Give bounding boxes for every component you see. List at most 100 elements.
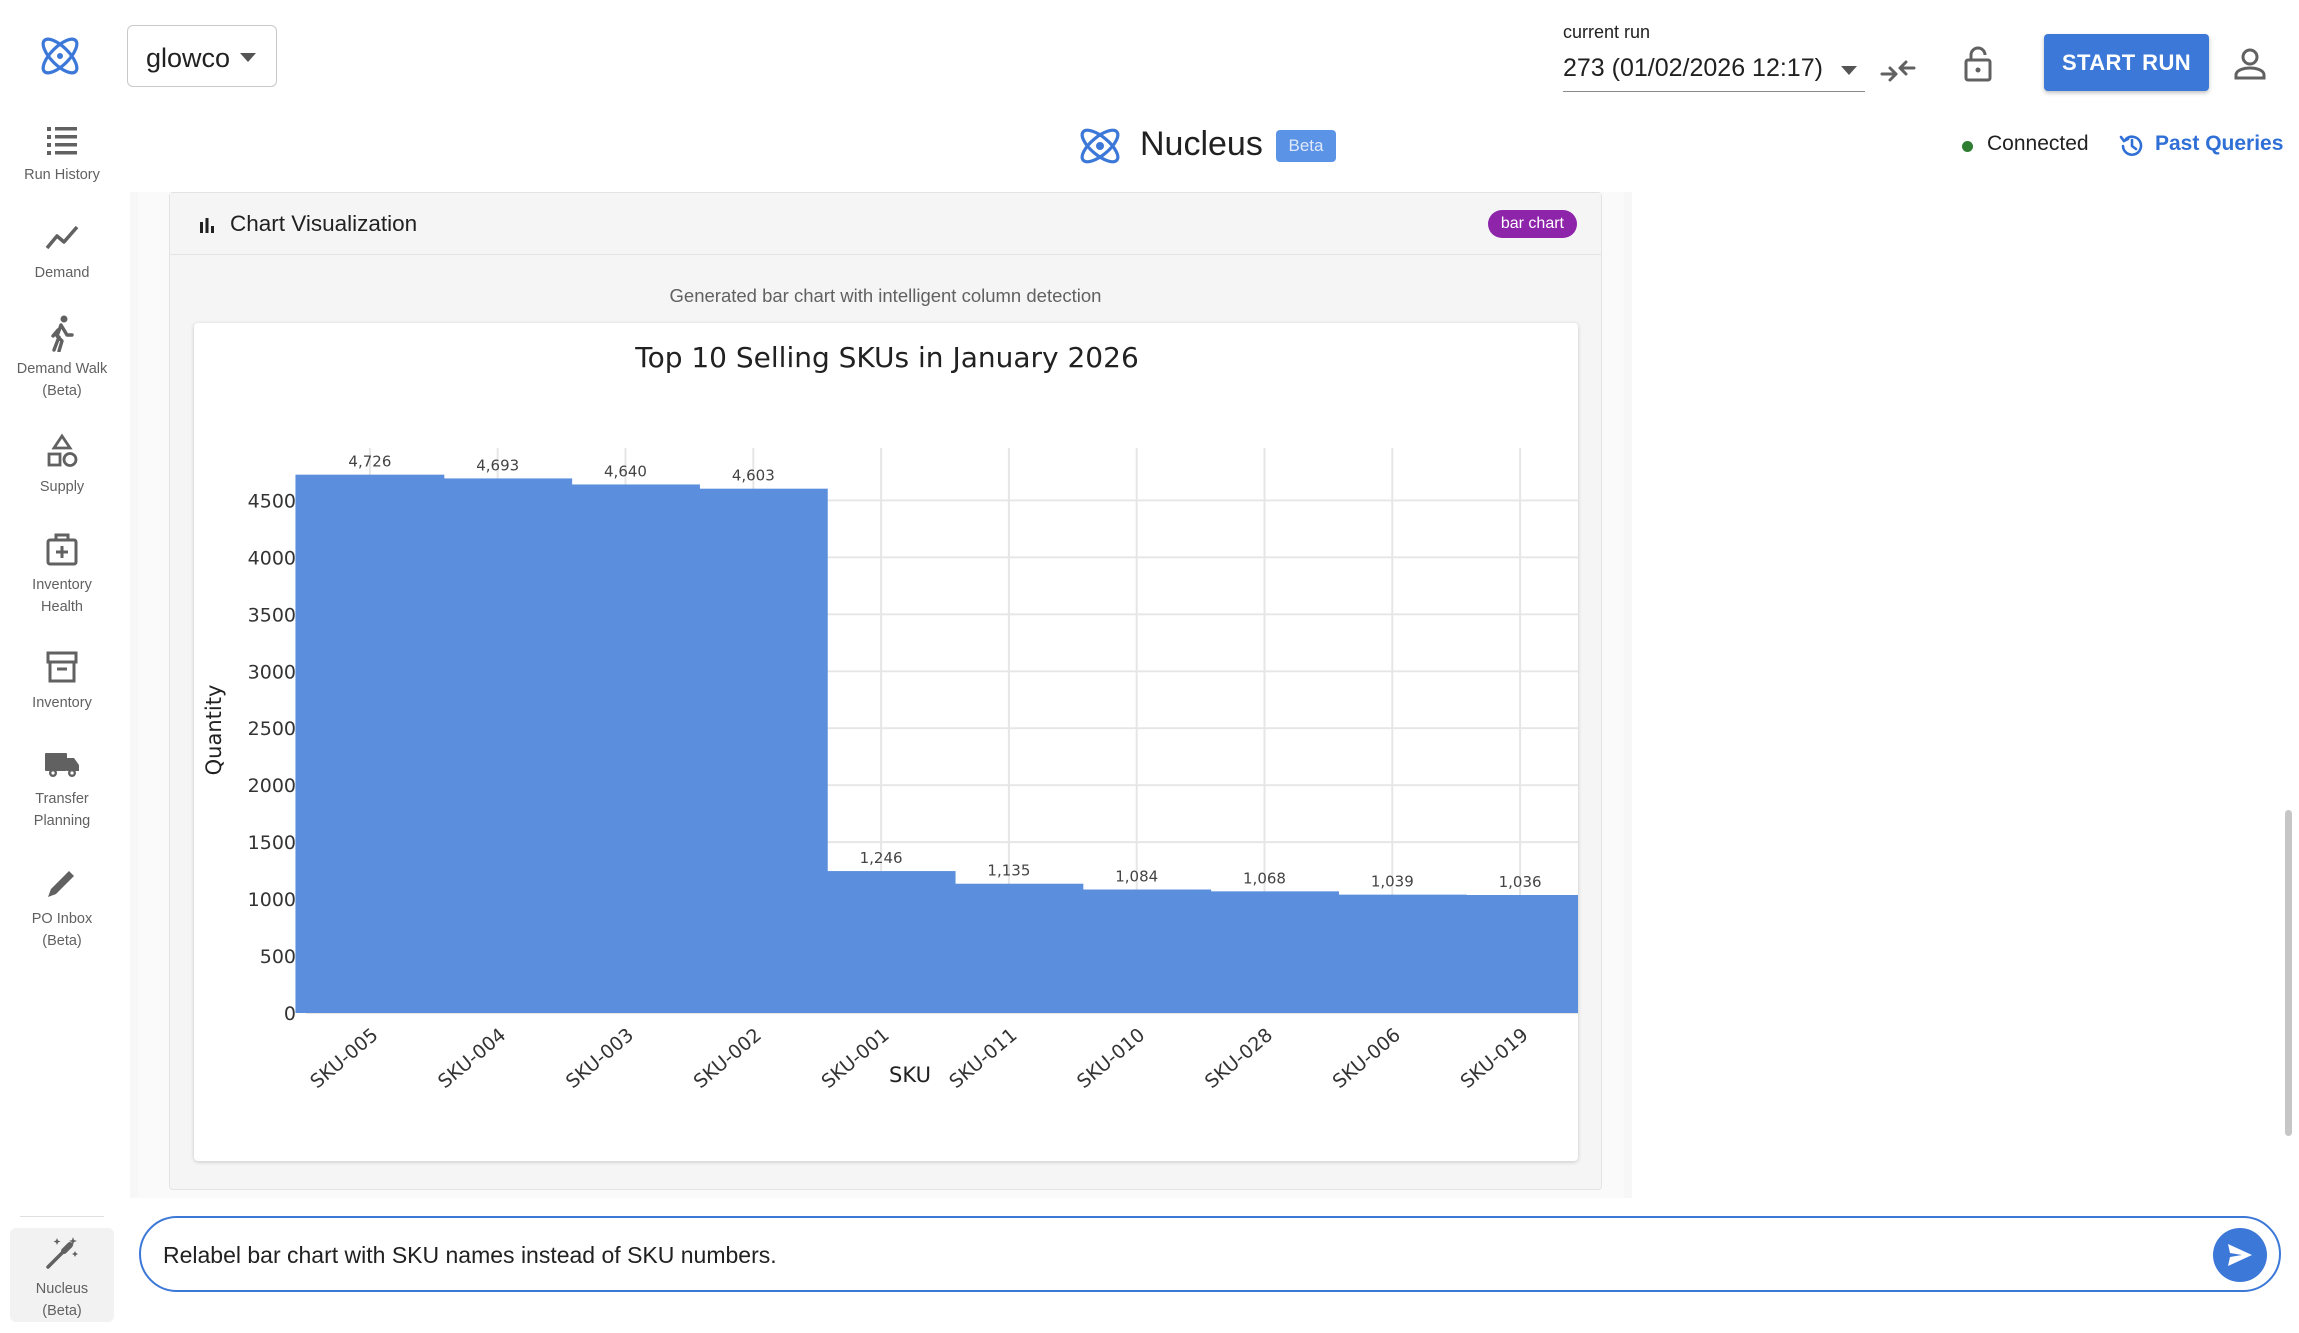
sidebar-item-inventory-health[interactable]: Inventory Health bbox=[0, 530, 124, 618]
chart-visualization-card: Chart Visualization bar chart Generated … bbox=[169, 192, 1602, 1190]
sidebar-item-label: Demand bbox=[34, 265, 90, 281]
sidebar-item-demand[interactable]: Demand bbox=[0, 218, 124, 284]
atom-logo-icon[interactable] bbox=[34, 30, 86, 82]
walking-person-icon bbox=[51, 315, 74, 352]
y-tick-label: 4500 bbox=[248, 490, 296, 512]
card-header: Chart Visualization bar chart bbox=[170, 193, 1601, 255]
sidebar-item-supply[interactable]: Supply bbox=[0, 432, 124, 498]
past-queries-label: Past Queries bbox=[2155, 132, 2284, 155]
bar-value-label: 4,603 bbox=[732, 467, 775, 485]
chart-type-badge: bar chart bbox=[1487, 210, 1577, 238]
sidebar-item-transfer-planning[interactable]: Transfer Planning bbox=[0, 744, 124, 832]
bar-sku-004[interactable] bbox=[423, 478, 573, 1013]
brand-name: Nucleus bbox=[1140, 125, 1263, 163]
card-title: Chart Visualization bbox=[230, 211, 418, 236]
beta-badge: Beta bbox=[1276, 130, 1336, 162]
shapes-icon bbox=[47, 433, 78, 467]
x-tick-label: SKU-005 bbox=[306, 1024, 382, 1093]
y-tick-label: 0 bbox=[284, 1003, 296, 1025]
x-tick-label: SKU-010 bbox=[1073, 1024, 1149, 1093]
bar-chart: Top 10 Selling SKUs in January 2026 SKU … bbox=[202, 341, 1578, 1093]
x-tick-label: SKU-028 bbox=[1201, 1024, 1277, 1093]
bar-value-label: 1,036 bbox=[1499, 873, 1542, 891]
y-tick-label: 500 bbox=[260, 946, 296, 968]
y-tick-label: 1500 bbox=[248, 832, 296, 854]
magic-wand-icon bbox=[46, 1237, 78, 1269]
y-tick-label: 1000 bbox=[248, 889, 296, 911]
bar-value-label: 1,246 bbox=[860, 849, 903, 867]
y-tick-label: 3500 bbox=[248, 604, 296, 626]
sidebar-active-highlight bbox=[10, 1228, 114, 1322]
card-subtitle: Generated bar chart with intelligent col… bbox=[669, 285, 1102, 306]
x-tick-label: SKU-011 bbox=[945, 1024, 1021, 1093]
y-tick-label: 2000 bbox=[248, 775, 296, 797]
bar-value-label: 4,640 bbox=[604, 462, 647, 480]
sidebar-divider bbox=[20, 1216, 104, 1217]
x-tick-label: SKU-001 bbox=[817, 1024, 893, 1093]
bar-sku-028[interactable] bbox=[1190, 891, 1339, 1013]
tenant-select[interactable]: glowco bbox=[127, 25, 277, 87]
chart-title: Top 10 Selling SKUs in January 2026 bbox=[634, 341, 1139, 374]
medical-kit-icon bbox=[46, 533, 78, 566]
x-tick-label: SKU-002 bbox=[690, 1024, 766, 1093]
y-tick-label: 4000 bbox=[248, 547, 296, 569]
bar-sku-019[interactable] bbox=[1445, 894, 1578, 1013]
bar-value-label: 1,084 bbox=[1115, 868, 1158, 886]
sidebar-item-label: Nucleus (Beta) bbox=[35, 1281, 89, 1319]
x-tick-label: SKU-004 bbox=[434, 1024, 510, 1093]
chart-x-axis-label: SKU bbox=[889, 1063, 931, 1087]
bar-sku-002[interactable] bbox=[678, 488, 828, 1013]
bar-value-label: 4,693 bbox=[476, 456, 519, 474]
atom-logo-icon bbox=[1080, 128, 1120, 164]
sidebar-item-label: Demand Walk (Beta) bbox=[16, 361, 108, 399]
connection-status-text: Connected bbox=[1987, 132, 2089, 155]
sidebar-item-po-inbox[interactable]: PO Inbox (Beta) bbox=[0, 864, 124, 952]
trend-line-icon bbox=[45, 225, 79, 250]
chart-y-axis-label: Quantity bbox=[202, 685, 226, 776]
user-account-icon[interactable] bbox=[2230, 44, 2270, 84]
sidebar-item-label: Transfer Planning bbox=[33, 791, 91, 829]
current-run-select[interactable]: 273 (01/02/2026 12:17) bbox=[1563, 50, 1865, 92]
y-tick-label: 3000 bbox=[248, 661, 296, 683]
x-tick-label: SKU-003 bbox=[562, 1024, 638, 1093]
bar-value-label: 1,039 bbox=[1371, 873, 1414, 891]
y-tick-label: 2500 bbox=[248, 718, 296, 740]
unlock-icon[interactable] bbox=[1958, 44, 1998, 84]
bar-sku-011[interactable] bbox=[934, 883, 1084, 1013]
tenant-value: glowco bbox=[146, 43, 231, 73]
sidebar-item-inventory[interactable]: Inventory bbox=[0, 648, 124, 714]
chart-plot bbox=[295, 448, 1578, 1014]
x-tick-label: SKU-006 bbox=[1329, 1024, 1405, 1093]
status-dot-icon bbox=[1962, 141, 1973, 152]
bar-sku-006[interactable] bbox=[1317, 894, 1467, 1013]
compare-arrows-icon[interactable] bbox=[1878, 50, 1920, 92]
vertical-scrollbar[interactable] bbox=[2285, 810, 2292, 1136]
current-run-label: current run bbox=[1563, 22, 1651, 42]
history-icon bbox=[2119, 135, 2143, 156]
list-icon bbox=[47, 127, 77, 155]
chart-container: Top 10 Selling SKUs in January 2026 SKU … bbox=[194, 323, 1578, 1161]
bar-value-label: 1,068 bbox=[1243, 869, 1286, 887]
prompt-input[interactable] bbox=[163, 1236, 2163, 1274]
sidebar-item-label: PO Inbox (Beta) bbox=[31, 911, 93, 949]
truck-icon bbox=[45, 753, 79, 777]
bar-value-label: 4,726 bbox=[348, 453, 391, 471]
start-run-button[interactable]: START RUN bbox=[2044, 34, 2209, 91]
send-button[interactable] bbox=[2213, 1228, 2267, 1282]
sidebar-item-demand-walk[interactable]: Demand Walk (Beta) bbox=[0, 314, 124, 402]
current-run-value: 273 (01/02/2026 12:17) bbox=[1563, 54, 1823, 82]
bar-sku-005[interactable] bbox=[295, 474, 445, 1013]
sidebar-item-label: Run History bbox=[24, 167, 100, 183]
bar-sku-003[interactable] bbox=[551, 484, 700, 1013]
bar-sku-010[interactable] bbox=[1062, 889, 1212, 1013]
sidebar-item-label: Supply bbox=[39, 479, 85, 495]
sidebar-item-nucleus[interactable]: Nucleus (Beta) bbox=[0, 1234, 124, 1322]
chevron-down-icon bbox=[240, 53, 256, 62]
pencil-icon bbox=[48, 871, 74, 897]
chart-bars bbox=[295, 474, 1578, 1013]
sidebar-item-run-history[interactable]: Run History bbox=[0, 120, 124, 186]
chevron-down-icon bbox=[1841, 66, 1857, 75]
sidebar-item-label: Inventory Health bbox=[32, 577, 92, 615]
bar-sku-001[interactable] bbox=[806, 871, 956, 1013]
send-icon bbox=[2228, 1244, 2252, 1266]
